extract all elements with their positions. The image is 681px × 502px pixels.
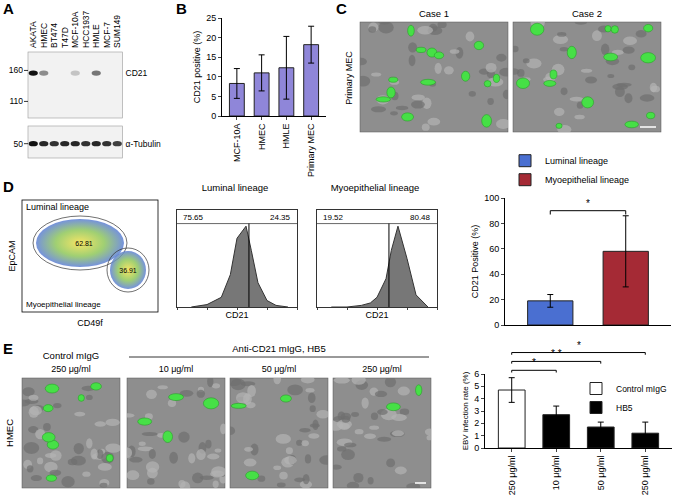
svg-text:80.48: 80.48 — [410, 213, 431, 222]
svg-text:0: 0 — [494, 320, 499, 330]
svg-text:50 μg/ml: 50 μg/ml — [262, 364, 297, 374]
svg-text:Anti-CD21 mIgG, HB5: Anti-CD21 mIgG, HB5 — [232, 343, 325, 354]
svg-text:* *: * * — [551, 348, 562, 359]
svg-text:250 μg/ml: 250 μg/ml — [640, 456, 650, 496]
svg-text:10 μg/ml: 10 μg/ml — [159, 364, 194, 374]
svg-text:Control mIgG: Control mIgG — [616, 384, 667, 394]
svg-text:Primary MEC: Primary MEC — [344, 51, 354, 105]
svg-text:*: * — [532, 357, 536, 368]
svg-text:AKATA: AKATA — [28, 21, 38, 48]
svg-text:D: D — [3, 178, 14, 195]
svg-text:5: 5 — [211, 92, 216, 102]
svg-text:0: 0 — [211, 111, 216, 121]
svg-text:Myoepithelial lineage: Myoepithelial lineage — [331, 182, 420, 193]
svg-text:EBV infection rate (%): EBV infection rate (%) — [461, 371, 470, 450]
svg-text:36.91: 36.91 — [119, 267, 137, 274]
svg-text:15: 15 — [206, 52, 216, 62]
svg-text:BT474: BT474 — [49, 23, 59, 48]
svg-text:E: E — [3, 340, 13, 357]
svg-text:250 μg/ml: 250 μg/ml — [507, 456, 517, 496]
svg-text:HMLE: HMLE — [91, 24, 101, 48]
svg-text:Myoepithelial lineage: Myoepithelial lineage — [26, 300, 101, 309]
svg-text:Luminal lineage: Luminal lineage — [202, 182, 269, 193]
svg-text:20: 20 — [206, 33, 216, 43]
svg-text:Case 1: Case 1 — [419, 8, 449, 19]
svg-text:MCF-10A: MCF-10A — [232, 124, 242, 163]
svg-text:HB5: HB5 — [616, 403, 633, 413]
svg-text:MCF-10A: MCF-10A — [70, 11, 80, 48]
svg-text:24.35: 24.35 — [270, 213, 291, 222]
svg-text:25: 25 — [206, 13, 216, 23]
svg-text:B: B — [176, 0, 187, 17]
svg-text:Luminal lineage: Luminal lineage — [26, 202, 89, 212]
svg-text:HMEC: HMEC — [39, 23, 49, 48]
svg-text:α-Tubulin: α-Tubulin — [126, 139, 162, 149]
svg-text:62.81: 62.81 — [75, 240, 93, 247]
svg-text:10 μg/ml: 10 μg/ml — [551, 456, 561, 491]
svg-text:CD21: CD21 — [126, 68, 148, 78]
svg-text:A: A — [3, 0, 14, 17]
svg-text:Control mIgG: Control mIgG — [43, 350, 100, 361]
svg-text:50 μg/ml: 50 μg/ml — [596, 456, 606, 491]
svg-text:*: * — [586, 198, 590, 209]
svg-text:HMEC: HMEC — [257, 123, 267, 150]
svg-text:*: * — [577, 340, 581, 351]
svg-text:Case 2: Case 2 — [572, 8, 602, 19]
svg-text:SUM149: SUM149 — [112, 15, 122, 48]
svg-text:EpCAM: EpCAM — [7, 240, 17, 271]
svg-text:250 μg/ml: 250 μg/ml — [51, 364, 91, 374]
svg-text:75.65: 75.65 — [183, 213, 204, 222]
svg-text:40: 40 — [489, 269, 499, 279]
svg-text:250 μg/ml: 250 μg/ml — [362, 364, 402, 374]
svg-text:100: 100 — [484, 193, 499, 203]
svg-text:HCC1937: HCC1937 — [81, 10, 91, 48]
svg-text:19.52: 19.52 — [323, 213, 344, 222]
svg-text:CD21: CD21 — [365, 310, 388, 320]
svg-text:4: 4 — [474, 394, 479, 404]
svg-text:2: 2 — [474, 418, 479, 428]
svg-text:Myoepithelial lineage: Myoepithelial lineage — [545, 175, 629, 185]
svg-text:1: 1 — [474, 431, 479, 441]
svg-text:CD21 positive (%): CD21 positive (%) — [192, 31, 202, 104]
svg-text:80: 80 — [489, 219, 499, 229]
svg-text:Primary MEC: Primary MEC — [306, 123, 316, 177]
svg-text:T47D: T47D — [60, 27, 70, 48]
svg-text:C: C — [336, 0, 347, 17]
svg-text:5: 5 — [474, 381, 479, 391]
svg-text:110: 110 — [9, 96, 23, 106]
svg-text:20: 20 — [489, 295, 499, 305]
svg-text:6: 6 — [474, 369, 479, 379]
svg-text:10: 10 — [206, 72, 216, 82]
svg-text:CD21 Positive (%): CD21 Positive (%) — [470, 225, 480, 299]
svg-text:HMLE: HMLE — [281, 124, 291, 149]
svg-text:160: 160 — [9, 65, 23, 75]
svg-text:0: 0 — [474, 443, 479, 453]
svg-text:CD21: CD21 — [225, 310, 248, 320]
svg-text:MCF-7: MCF-7 — [102, 22, 112, 48]
svg-text:3: 3 — [474, 406, 479, 416]
svg-text:CD49f: CD49f — [77, 318, 103, 328]
svg-text:60: 60 — [489, 244, 499, 254]
svg-text:HMEC: HMEC — [4, 419, 15, 447]
svg-text:Luminal lineage: Luminal lineage — [545, 156, 608, 166]
svg-text:50: 50 — [14, 139, 24, 149]
